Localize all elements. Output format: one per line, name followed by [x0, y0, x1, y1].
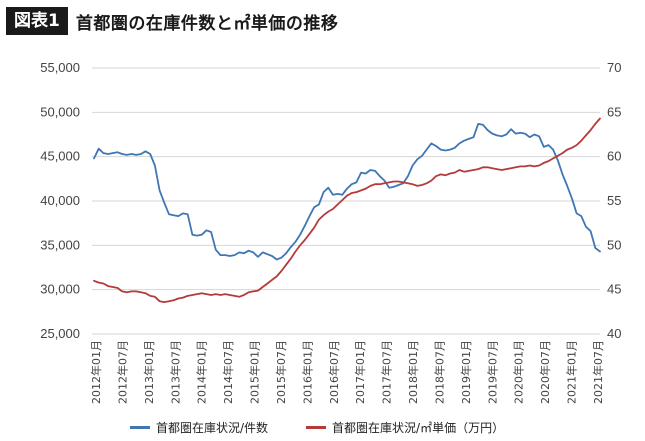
x-tick-label: 2015年07月 [274, 340, 288, 404]
y-left-tick-label: 50,000 [40, 104, 80, 119]
x-tick-label: 2021年07月 [591, 340, 605, 404]
x-tick-label: 2020年07月 [538, 340, 552, 404]
y-left-tick-label: 30,000 [40, 282, 80, 297]
x-tick-label: 2017年07月 [380, 340, 394, 404]
series-line-count [93, 123, 601, 261]
legend: 首都圏在庫状況/件数 首都圏在庫状況/㎡単価（万円） [130, 419, 542, 436]
x-tick-label: 2017年01月 [353, 340, 367, 404]
y-right-tick-label: 55 [607, 193, 621, 208]
x-tick-label: 2021年01月 [565, 340, 579, 404]
x-tick-label: 2016年07月 [327, 340, 341, 404]
x-tick-label: 2013年07月 [168, 340, 182, 404]
legend-swatch-count [130, 426, 150, 429]
x-tick-label: 2020年01月 [512, 340, 526, 404]
x-tick-label: 2018年01月 [406, 340, 420, 404]
y-right-tick-label: 60 [607, 149, 621, 164]
figure-badge: 図表1 [6, 7, 68, 35]
x-tick-label: 2013年01月 [142, 340, 156, 404]
header: 図表1 首都圏の在庫件数と㎡単価の推移 [6, 6, 338, 36]
legend-item-price: 首都圏在庫状況/㎡単価（万円） [306, 419, 504, 436]
x-tick-label: 2018年07月 [432, 340, 446, 404]
y-left-tick-label: 55,000 [40, 60, 80, 75]
y-right-tick-label: 65 [607, 104, 621, 119]
y-left-tick-label: 40,000 [40, 193, 80, 208]
legend-label-count: 首都圏在庫状況/件数 [156, 421, 269, 435]
legend-label-price: 首都圏在庫状況/㎡単価（万円） [332, 421, 505, 435]
y-right-tick-label: 40 [607, 326, 621, 341]
x-tick-label: 2014年07月 [221, 340, 235, 404]
y-left-tick-label: 25,000 [40, 326, 80, 341]
x-tick-label: 2012年07月 [115, 340, 129, 404]
x-tick-label: 2014年01月 [195, 340, 209, 404]
y-right-tick-label: 70 [607, 60, 621, 75]
series-line-price [93, 117, 601, 304]
y-left-tick-label: 35,000 [40, 237, 80, 252]
x-tick-label: 2015年01月 [248, 340, 262, 404]
y-right-tick-label: 50 [607, 237, 621, 252]
legend-swatch-price [306, 426, 327, 429]
x-tick-label: 2012年01月 [89, 340, 103, 404]
x-tick-label: 2019年01月 [459, 340, 473, 404]
legend-item-count: 首都圏在庫状況/件数 [130, 419, 268, 436]
x-tick-label: 2019年07月 [485, 340, 499, 404]
y-left-tick-label: 45,000 [40, 149, 80, 164]
x-tick-label: 2016年01月 [300, 340, 314, 404]
y-right-tick-label: 45 [607, 282, 621, 297]
chart-title: 首都圏の在庫件数と㎡単価の推移 [75, 13, 339, 34]
